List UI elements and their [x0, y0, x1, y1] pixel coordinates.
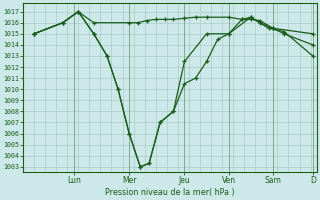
X-axis label: Pression niveau de la mer( hPa ): Pression niveau de la mer( hPa )	[105, 188, 235, 197]
